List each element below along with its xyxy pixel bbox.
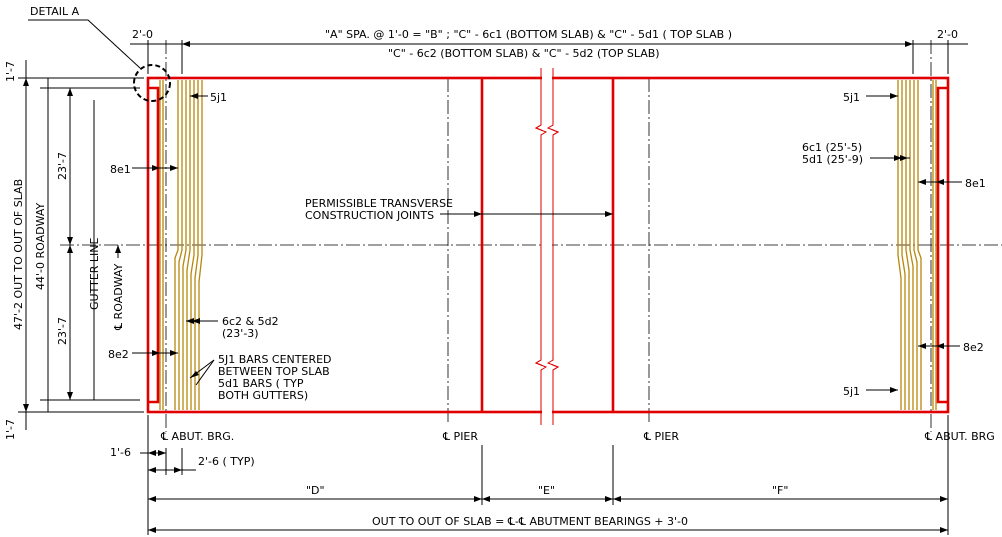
note-5j1-line4: BOTH GUTTERS) <box>218 389 308 402</box>
bars-left <box>159 80 203 410</box>
cl-abut-brg-left: ℄ ABUT. BRG. <box>160 430 234 443</box>
bar-8e1-right: 8e1 <box>965 177 986 190</box>
centerlines <box>60 40 1002 432</box>
dim-1-7-top: 1'-7 <box>4 61 17 82</box>
left-dimensions: 1'-7 1'-7 47'-2 OUT TO OUT OF SLAB 44'-0… <box>4 60 144 440</box>
dim-2-6-typ: 2'-6 ( TYP) <box>198 455 255 468</box>
note-5j1-line2: BETWEEN TOP SLAB <box>218 365 330 378</box>
bar-left-3 <box>174 80 179 410</box>
detail-a-circle <box>133 64 171 102</box>
bar-right-4 <box>913 80 918 410</box>
bar-8e2-right: 8e2 <box>963 341 984 354</box>
bar-6c1-length: 6c1 (25'-5) <box>802 141 862 154</box>
break-gap <box>542 76 552 414</box>
dim-1-6: 1'-6 <box>110 446 131 459</box>
bar-left-7 <box>190 80 195 410</box>
permissible-line2: CONSTRUCTION JOINTS <box>305 209 434 222</box>
bar-right-7 <box>901 80 906 410</box>
dim-half-bottom: 23'-7 <box>56 317 69 345</box>
permissible-line1: PERMISSIBLE TRANSVERSE <box>305 197 453 210</box>
bar-5j1-bottom-right: 5j1 <box>843 385 860 398</box>
gutter-line-label: GUTTER LINE <box>88 237 101 310</box>
bar-left-4 <box>178 80 183 410</box>
bar-callouts-left: 5j1 8e1 8e2 6c2 & 5d2 (23'-3) 5J1 BARS C… <box>108 91 332 402</box>
bottom-note: OUT TO OUT OF SLAB = ℄-℄ ABUTMENT BEARIN… <box>372 515 688 528</box>
dim-1-7-bottom: 1'-7 <box>4 419 17 440</box>
dim-half-top: 23'-7 <box>56 152 69 180</box>
bar-8e2-left: 8e2 <box>108 348 129 361</box>
bars-6c2-5d2: 6c2 & 5d2 <box>222 315 279 328</box>
slab-outline <box>146 68 950 425</box>
cl-pier-right: ℄ PIER <box>643 430 679 443</box>
cl-pier-left: ℄ PIER <box>442 430 478 443</box>
detail-a-label: DETAIL A <box>30 5 80 18</box>
bar-right-6 <box>905 80 910 410</box>
slab-end-notch-left <box>148 86 160 404</box>
note-5j1-line1: 5J1 BARS CENTERED <box>218 353 332 366</box>
bar-left-9 <box>198 80 203 410</box>
bar-left-5 <box>182 80 187 410</box>
dim-2ft-left: 2'-0 <box>132 28 153 41</box>
bar-callouts-right: 5j1 6c1 (25'-5) 5d1 (25'-9) 8e1 8e2 5j1 <box>802 91 986 398</box>
dim-out-to-out: 47'-2 OUT TO OUT OF SLAB <box>12 179 25 330</box>
top-dimensions: 2'-0 2'-0 "A" SPA. @ 1'-0 = "B" ; "C" - … <box>130 28 968 74</box>
break-line-left-over <box>534 68 548 425</box>
detail-a-callout: DETAIL A <box>28 5 171 102</box>
bar-5d1-length: 5d1 (25'-9) <box>802 153 863 166</box>
centerline-labels: ℄ ABUT. BRG. ℄ PIER ℄ PIER ℄ ABUT. BRG <box>160 430 995 443</box>
note-5j1-line3: 5d1 BARS ( TYP <box>218 377 304 390</box>
cl-roadway-label: ℄ ROADWAY <box>112 263 125 331</box>
dim-2ft-right: 2'-0 <box>937 28 958 41</box>
bar-left-8 <box>194 80 199 410</box>
span-f: "F" <box>772 484 788 497</box>
bars-6c2-5d2-len: (23'-3) <box>222 327 259 340</box>
span-e: "E" <box>538 484 555 497</box>
break-line-right-over <box>546 68 560 425</box>
span-d: "D" <box>306 484 325 497</box>
bottom-dimensions: 1'-6 2'-6 ( TYP) "D" "E" "F" OUT TO OUT … <box>110 415 949 535</box>
dim-roadway: 44'-0 ROADWAY <box>34 202 47 290</box>
top-note-1: "A" SPA. @ 1'-0 = "B" ; "C" - 6c1 (BOTTO… <box>325 28 732 41</box>
cl-abut-brg-right: ℄ ABUT. BRG <box>924 430 995 443</box>
bars-right <box>897 80 937 410</box>
detail-a-leader <box>28 19 141 69</box>
construction-joints-note: PERMISSIBLE TRANSVERSE CONSTRUCTION JOIN… <box>305 197 613 222</box>
top-note-2: "C" - 6c2 (BOTTOM SLAB) & "C" - 5d2 (TOP… <box>388 47 660 60</box>
bar-5j1-top-right: 5j1 <box>843 91 860 104</box>
slab-end-notch-right <box>936 86 948 404</box>
bar-right-8 <box>897 80 902 410</box>
bar-left-6 <box>186 80 191 410</box>
bar-5j1-top-left: 5j1 <box>210 91 227 104</box>
bar-right-3 <box>917 80 922 410</box>
bar-8e1-left: 8e1 <box>110 163 131 176</box>
bar-right-5 <box>909 80 914 410</box>
